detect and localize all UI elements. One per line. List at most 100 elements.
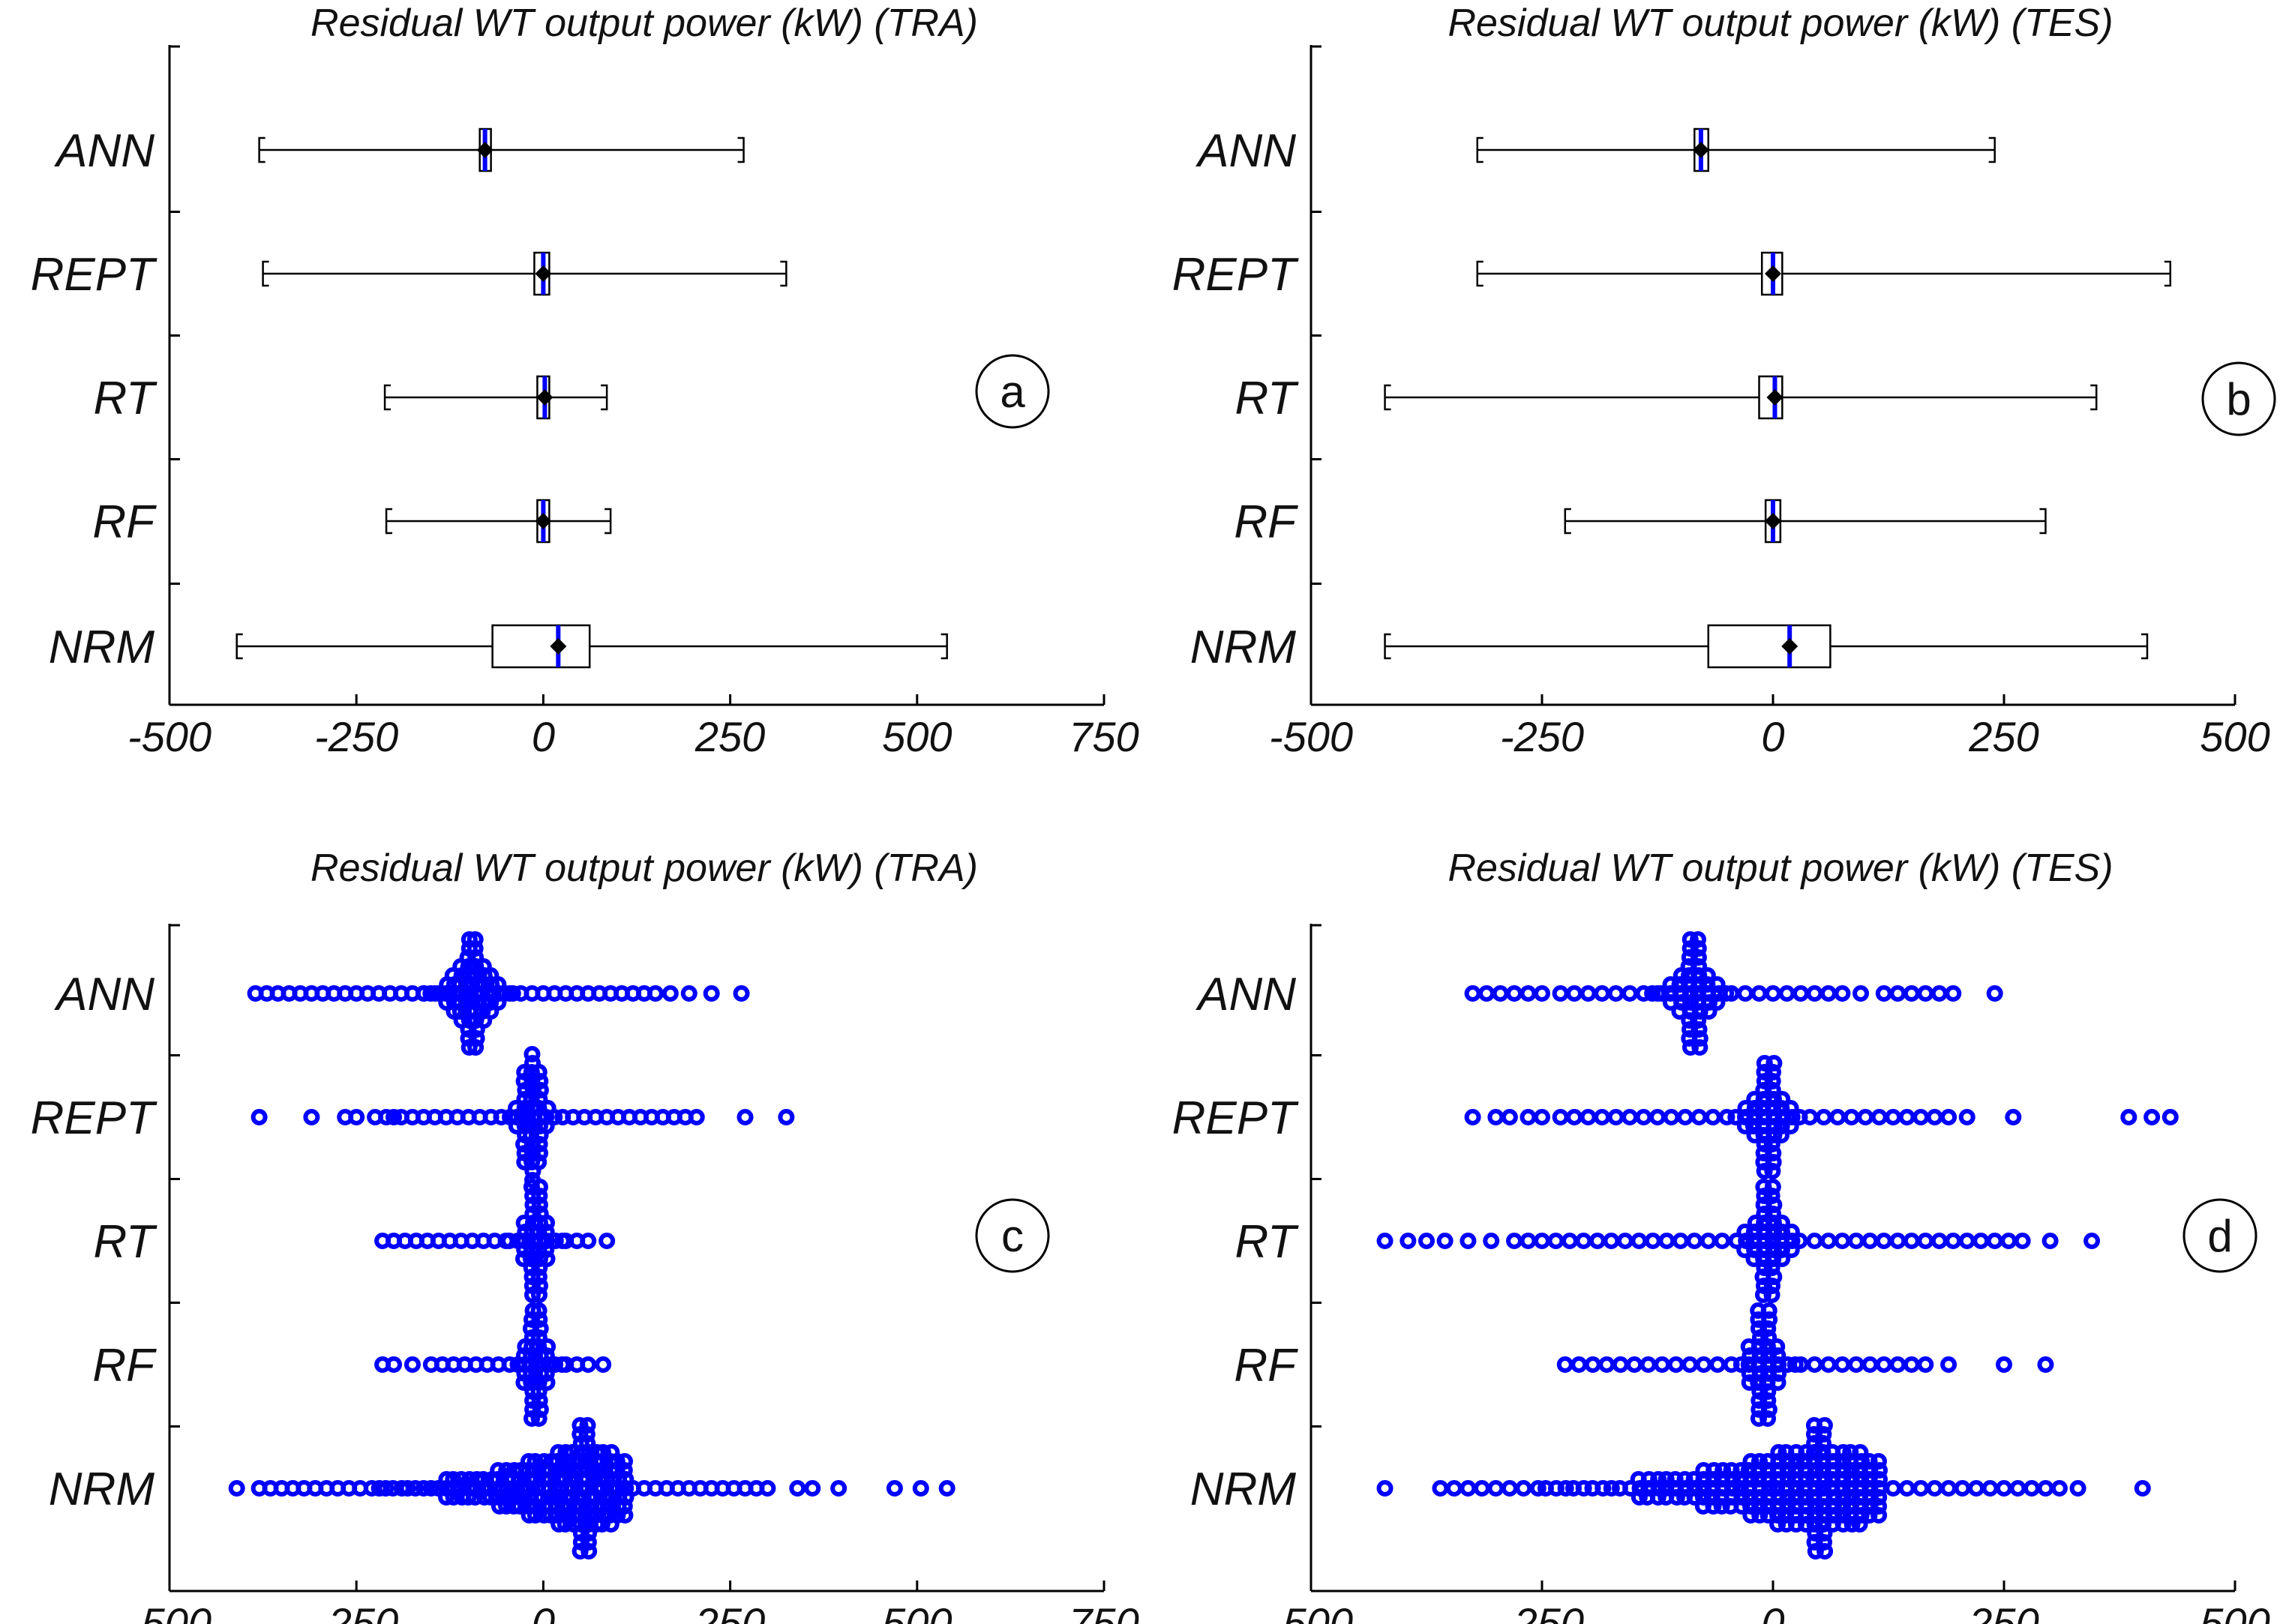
data-point bbox=[1770, 1444, 1787, 1461]
x-tick-label: 750 bbox=[1069, 713, 1138, 760]
data-point bbox=[1690, 940, 1707, 957]
data-point bbox=[1787, 1489, 1804, 1506]
data-point bbox=[1649, 1489, 1666, 1506]
data-point bbox=[1945, 985, 1962, 1002]
dots-nrm bbox=[1376, 1417, 2151, 1560]
data-point bbox=[1626, 1356, 1643, 1373]
data-point bbox=[460, 976, 477, 993]
data-point bbox=[1825, 1453, 1842, 1470]
whisker-cap-high bbox=[2140, 633, 2149, 660]
mean-marker bbox=[535, 265, 552, 282]
data-point bbox=[1751, 1480, 1768, 1497]
mean-marker bbox=[1766, 389, 1784, 406]
data-point bbox=[445, 1480, 462, 1497]
x-tick-label: -250 bbox=[1500, 1599, 1584, 1624]
data-point bbox=[1786, 1356, 1804, 1373]
panel-letter-circle bbox=[2201, 361, 2276, 436]
category-label-rept: REPT bbox=[1172, 249, 1299, 301]
data-point bbox=[539, 1356, 556, 1373]
data-point bbox=[1699, 967, 1716, 984]
data-point bbox=[1763, 1188, 1780, 1204]
category-label-nrm: NRM bbox=[49, 1464, 155, 1515]
category-label-rept: REPT bbox=[1172, 1092, 1299, 1144]
data-point bbox=[1520, 1109, 1537, 1125]
data-point bbox=[1769, 1498, 1786, 1515]
chart-title: Residual WT output power (kW) (TES) bbox=[1448, 1, 2113, 45]
data-point bbox=[1773, 1100, 1790, 1116]
box-ann bbox=[1476, 127, 1996, 172]
data-point bbox=[1724, 1489, 1741, 1506]
data-point bbox=[530, 1287, 548, 1303]
data-point bbox=[1738, 1233, 1755, 1249]
data-point bbox=[1889, 1356, 1906, 1373]
data-point bbox=[1755, 1278, 1772, 1294]
data-point bbox=[662, 985, 679, 1002]
box-nrm bbox=[236, 624, 948, 669]
data-point bbox=[1737, 1100, 1754, 1116]
data-point bbox=[532, 1401, 549, 1418]
data-point bbox=[1750, 985, 1768, 1002]
data-point bbox=[564, 1444, 581, 1461]
data-point bbox=[2014, 1233, 2031, 1249]
data-point bbox=[1436, 1233, 1454, 1249]
data-point bbox=[602, 1507, 619, 1524]
x-tick-label: 250 bbox=[694, 713, 765, 760]
data-point bbox=[303, 1109, 320, 1125]
x-tick-label: 0 bbox=[1761, 713, 1784, 760]
data-point bbox=[496, 985, 514, 1002]
data-point bbox=[1760, 1471, 1778, 1488]
data-point bbox=[1875, 1233, 1892, 1249]
data-point bbox=[1798, 1444, 1815, 1461]
data-point bbox=[1782, 1118, 1799, 1134]
data-point bbox=[549, 1453, 566, 1470]
data-point bbox=[406, 1480, 424, 1497]
data-point bbox=[531, 1179, 548, 1195]
data-point bbox=[1756, 1242, 1773, 1258]
data-point bbox=[1816, 1525, 1833, 1542]
data-point bbox=[1945, 1233, 1962, 1249]
data-point bbox=[2144, 1109, 2161, 1125]
panel-letter: a bbox=[1000, 367, 1025, 417]
data-point bbox=[250, 1109, 268, 1125]
data-point bbox=[1630, 1489, 1648, 1506]
data-point bbox=[1842, 1498, 1859, 1515]
mean-marker bbox=[476, 142, 494, 158]
data-point bbox=[1694, 1489, 1712, 1506]
category-label-rt: RT bbox=[1234, 373, 1299, 424]
data-point bbox=[1885, 1109, 1902, 1125]
data-point bbox=[1724, 1480, 1741, 1497]
data-point bbox=[1534, 1109, 1550, 1125]
data-point bbox=[504, 985, 521, 1002]
data-point bbox=[1750, 1374, 1767, 1391]
data-point bbox=[1520, 985, 1537, 1002]
data-point bbox=[522, 1127, 539, 1143]
data-point bbox=[938, 1480, 956, 1497]
data-point bbox=[1742, 1498, 1760, 1515]
data-point bbox=[1798, 1471, 1815, 1488]
data-point bbox=[1912, 1109, 1930, 1125]
data-point bbox=[1566, 985, 1583, 1002]
x-tick-label: -250 bbox=[314, 1599, 398, 1624]
data-point bbox=[1690, 985, 1707, 1002]
category-label-rt: RT bbox=[93, 373, 158, 424]
data-point bbox=[1690, 958, 1708, 975]
data-point bbox=[1968, 1480, 1985, 1497]
data-point bbox=[1857, 1109, 1874, 1125]
data-point bbox=[1690, 967, 1708, 984]
chart-title: Residual WT output power (kW) (TES) bbox=[1448, 846, 2113, 890]
data-point bbox=[1958, 1109, 1976, 1125]
data-point bbox=[1770, 1365, 1787, 1382]
data-point bbox=[538, 1215, 556, 1231]
data-point bbox=[1483, 1233, 1500, 1249]
data-point bbox=[1847, 1356, 1864, 1373]
data-point bbox=[1806, 1444, 1823, 1461]
data-point bbox=[1834, 1233, 1851, 1249]
data-point bbox=[1736, 1242, 1754, 1258]
category-label-nrm: NRM bbox=[49, 622, 155, 673]
data-point bbox=[538, 1233, 555, 1249]
data-point bbox=[489, 1471, 506, 1488]
data-point bbox=[1760, 1320, 1777, 1337]
data-point bbox=[1732, 1480, 1749, 1497]
data-point bbox=[886, 1480, 903, 1497]
data-point bbox=[1714, 1233, 1731, 1249]
